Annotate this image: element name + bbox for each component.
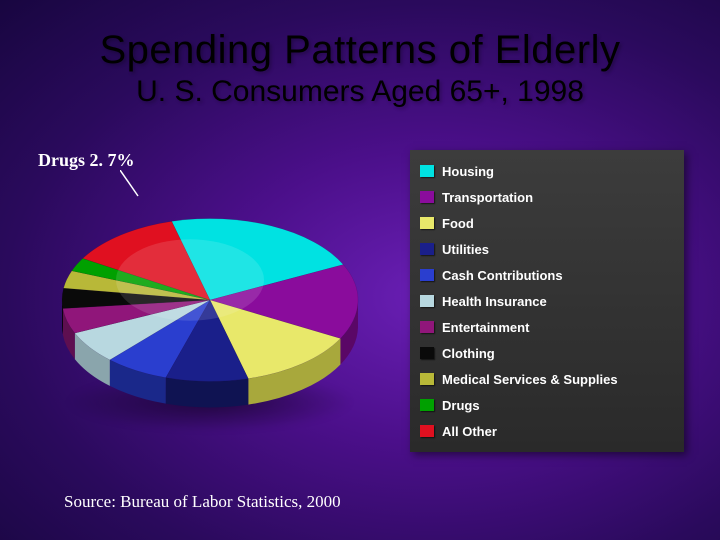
legend-swatch [420, 347, 434, 359]
legend-row: Cash Contributions [420, 262, 674, 288]
legend-swatch [420, 191, 434, 203]
legend-label: Cash Contributions [442, 268, 563, 283]
legend-swatch [420, 425, 434, 437]
legend-label: Health Insurance [442, 294, 547, 309]
legend-swatch [420, 217, 434, 229]
pie-slice-side [166, 378, 249, 408]
legend-swatch [420, 269, 434, 281]
legend-row: Drugs [420, 392, 674, 418]
title-sub: U. S. Consumers Aged 65+, 1998 [0, 75, 720, 109]
source-text: Source: Bureau of Labor Statistics, 2000 [64, 492, 341, 512]
legend-swatch [420, 165, 434, 177]
legend-label: Housing [442, 164, 494, 179]
legend-label: Medical Services & Supplies [442, 372, 618, 387]
pie-chart [30, 170, 390, 450]
legend-swatch [420, 321, 434, 333]
pie-highlight [116, 239, 264, 320]
legend-row: Food [420, 210, 674, 236]
legend-row: Housing [420, 158, 674, 184]
legend-label: Drugs [442, 398, 480, 413]
legend-label: Clothing [442, 346, 495, 361]
legend-label: Utilities [442, 242, 489, 257]
legend-row: Transportation [420, 184, 674, 210]
legend-label: Entertainment [442, 320, 529, 335]
legend-swatch [420, 243, 434, 255]
legend-swatch [420, 373, 434, 385]
legend-label: Food [442, 216, 474, 231]
legend-label: Transportation [442, 190, 533, 205]
legend-row: Entertainment [420, 314, 674, 340]
legend-row: All Other [420, 418, 674, 444]
legend-swatch [420, 295, 434, 307]
legend-label: All Other [442, 424, 497, 439]
legend-row: Health Insurance [420, 288, 674, 314]
legend-row: Utilities [420, 236, 674, 262]
legend: Housing Transportation Food Utilities Cash C… [410, 150, 684, 452]
drug-annotation: Drugs 2. 7% [38, 150, 135, 171]
pie-svg [40, 190, 380, 440]
title-main: Spending Patterns of Elderly [0, 28, 720, 73]
title-block: Spending Patterns of Elderly U. S. Consu… [0, 28, 720, 109]
legend-row: Medical Services & Supplies [420, 366, 674, 392]
legend-row: Clothing [420, 340, 674, 366]
legend-swatch [420, 399, 434, 411]
